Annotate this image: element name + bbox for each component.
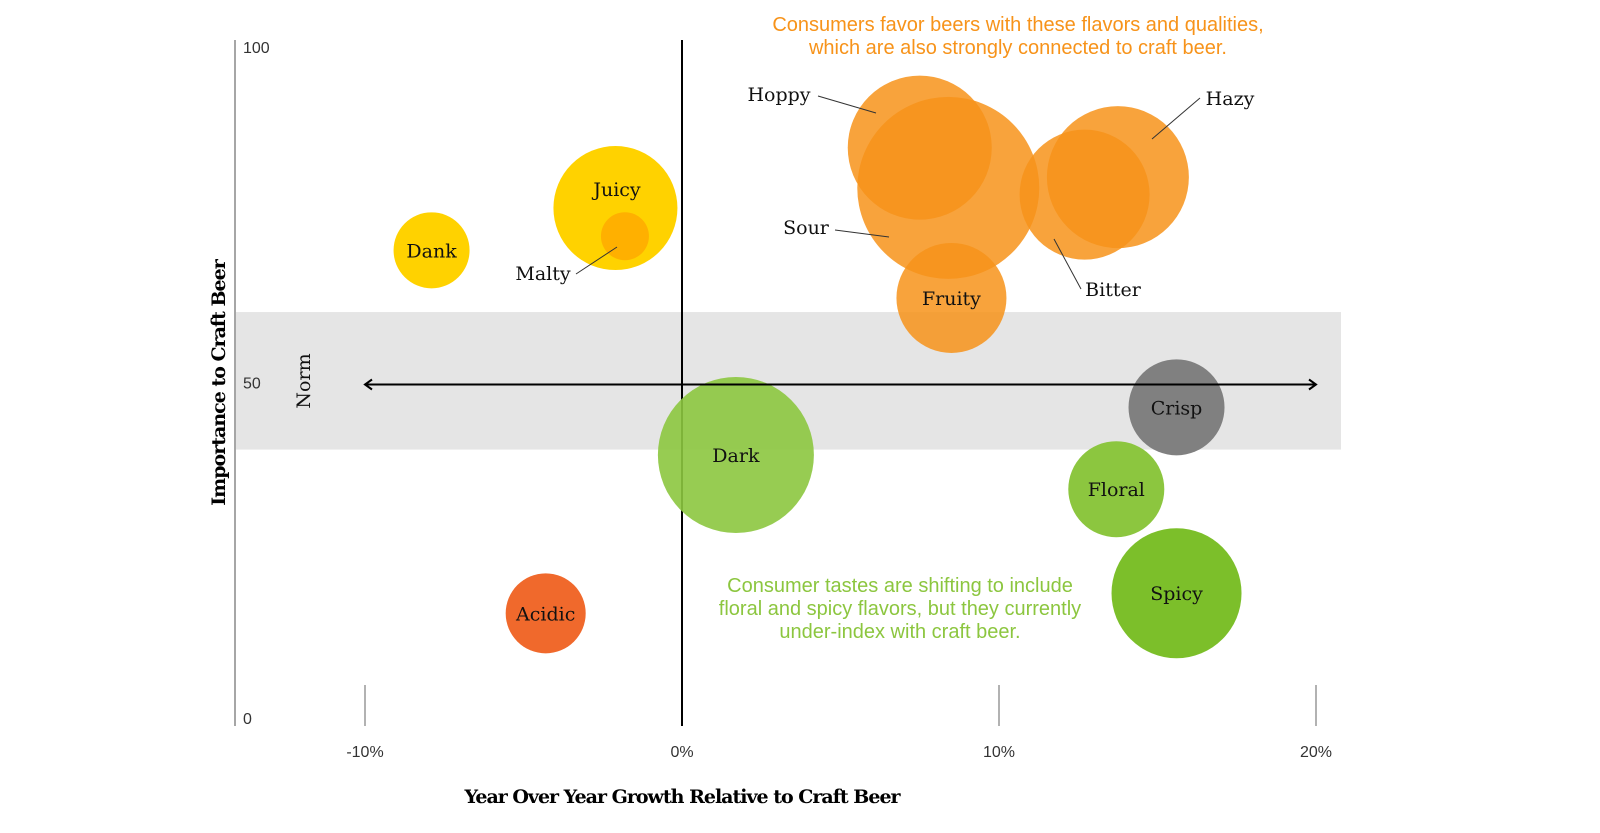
bubble-label-malty: Malty xyxy=(515,263,570,285)
bubble-label-dark: Dark xyxy=(712,445,760,467)
norm-label: Norm xyxy=(293,353,315,408)
x-axis-title: Year Over Year Growth Relative to Craft … xyxy=(463,786,901,808)
leader-line-hoppy xyxy=(817,95,877,114)
bubble-label-dank: Dank xyxy=(406,240,457,262)
leader-line-bitter xyxy=(1053,238,1082,290)
norm-arrow-left-head xyxy=(363,378,373,391)
bubble-label-floral: Floral xyxy=(1088,479,1145,501)
bubble-label-spicy: Spicy xyxy=(1150,583,1203,605)
y-tick-label: 0 xyxy=(243,711,252,728)
bubble-malty xyxy=(600,212,649,261)
bubble-fruity xyxy=(896,242,1007,353)
bubble-label-juicy: Juicy xyxy=(591,179,641,201)
annotation-line: which are also strongly connected to cra… xyxy=(808,37,1227,59)
bubble-dank xyxy=(393,212,470,289)
bubble-label-crisp: Crisp xyxy=(1151,397,1203,419)
x-tick-label: 10% xyxy=(983,744,1015,761)
y-tick-label: 100 xyxy=(243,40,270,57)
leader-line-sour xyxy=(834,229,890,238)
annotation-line: under-index with craft beer. xyxy=(779,621,1020,643)
bubble-label-fruity: Fruity xyxy=(922,288,981,310)
y-axis-title: Importance to Craft Beer xyxy=(208,258,230,505)
bubble-dark xyxy=(657,376,814,533)
bubble-label-sour: Sour xyxy=(783,217,830,239)
bubble-hoppy xyxy=(847,75,992,220)
annotation-line: floral and spicy flavors, but they curre… xyxy=(719,598,1081,620)
bubble-label-hoppy: Hoppy xyxy=(747,84,810,106)
bubble-floral xyxy=(1068,441,1165,538)
bubble-acidic xyxy=(505,573,586,654)
y-tick-label: 50 xyxy=(243,376,261,393)
bubble-bitter xyxy=(1019,129,1150,260)
bubble-spicy xyxy=(1111,528,1242,659)
annotation-line: Consumer tastes are shifting to include xyxy=(727,575,1073,597)
bubble-label-bitter: Bitter xyxy=(1085,279,1142,301)
bubble-label-hazy: Hazy xyxy=(1206,88,1255,110)
annotation-line: Consumers favor beers with these flavors… xyxy=(772,14,1263,36)
bubble-label-acidic: Acidic xyxy=(515,603,575,625)
x-tick-label: -10% xyxy=(346,744,383,761)
x-tick-label: 20% xyxy=(1300,744,1332,761)
x-tick-label: 0% xyxy=(670,744,693,761)
norm-arrow-right-head xyxy=(1308,378,1318,391)
leader-line-hazy xyxy=(1151,97,1201,140)
bubble-crisp xyxy=(1128,359,1225,456)
leader-line-malty xyxy=(575,246,618,275)
